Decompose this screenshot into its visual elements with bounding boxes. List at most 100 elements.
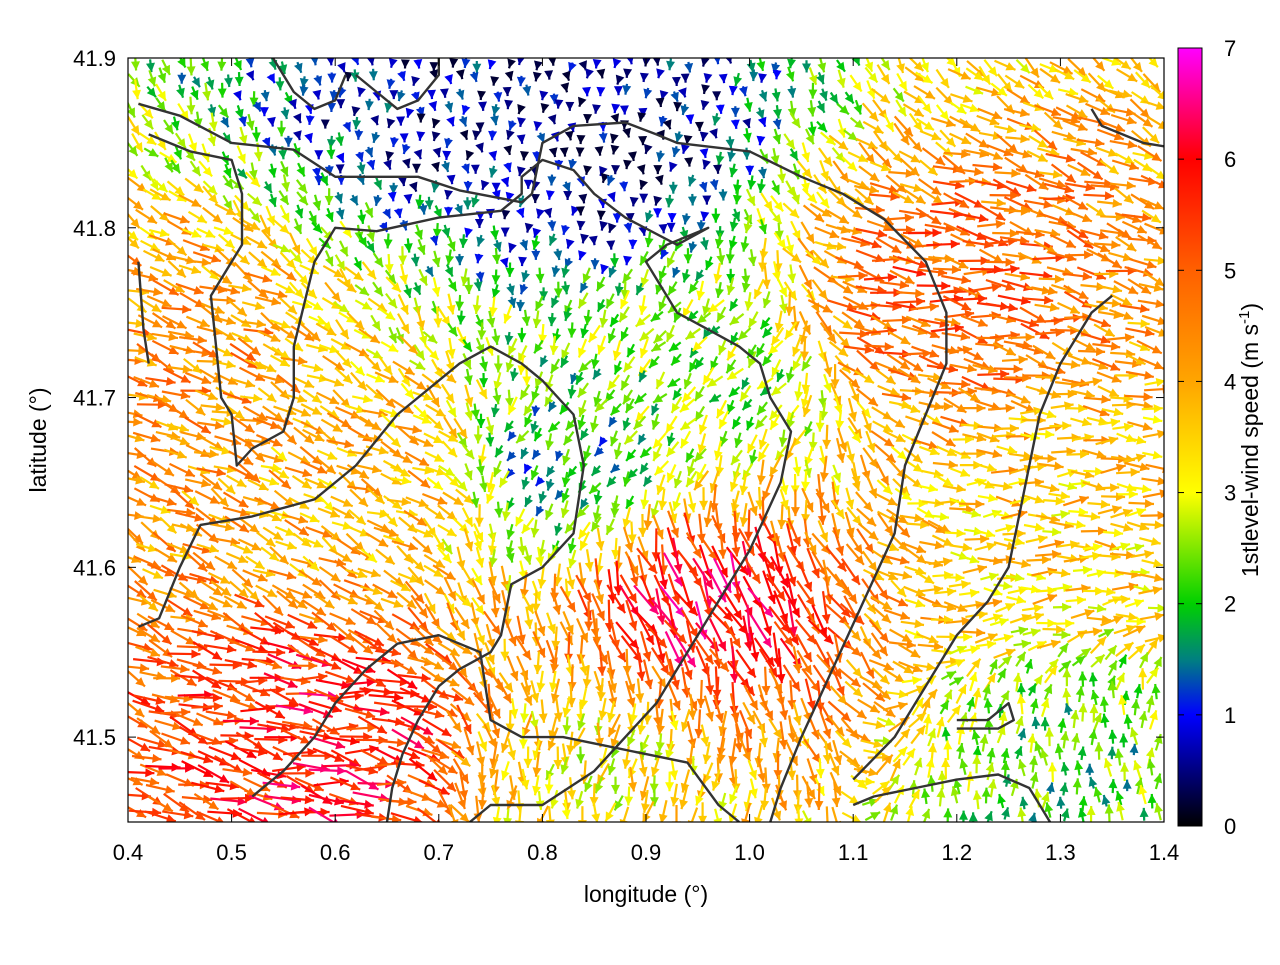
wind-arrow xyxy=(547,466,556,476)
wind-arrow xyxy=(168,221,192,235)
wind-arrow xyxy=(562,800,571,819)
wind-arrow xyxy=(531,520,540,538)
wind-arrow xyxy=(302,364,323,373)
wind-arrow xyxy=(1119,734,1128,748)
wind-arrow xyxy=(1062,668,1071,686)
wind-arrow xyxy=(432,131,441,141)
wind-arrow xyxy=(388,192,397,202)
wind-arrow xyxy=(645,211,654,223)
wind-arrow xyxy=(1035,303,1060,312)
wind-arrow xyxy=(931,118,955,127)
wind-arrow xyxy=(131,54,140,71)
wind-arrow xyxy=(623,269,632,283)
wind-arrow xyxy=(564,432,574,445)
wind-arrow xyxy=(246,557,265,569)
y-tick-label: 41.7 xyxy=(73,386,116,411)
wind-arrow xyxy=(1067,211,1092,222)
wind-arrow xyxy=(424,566,443,577)
wind-arrow xyxy=(919,97,931,113)
wind-arrow xyxy=(649,356,659,368)
wind-arrow xyxy=(1117,69,1138,81)
wind-arrow xyxy=(219,105,228,118)
wind-arrow xyxy=(704,73,713,83)
wind-arrow xyxy=(493,388,502,404)
wind-arrow xyxy=(562,71,571,81)
wind-arrow xyxy=(969,672,978,691)
wind-arrow xyxy=(154,590,177,599)
wind-arrow xyxy=(620,807,629,829)
wind-arrow xyxy=(654,331,666,343)
wind-arrow xyxy=(681,419,696,430)
wind-arrow xyxy=(1091,690,1100,705)
wind-arrow xyxy=(426,405,446,417)
wind-arrow xyxy=(848,152,868,162)
wind-arrow xyxy=(610,133,619,143)
wind-arrow xyxy=(729,387,740,397)
wind-arrow xyxy=(596,69,605,79)
wind-arrow xyxy=(837,70,846,88)
wind-arrow xyxy=(919,541,944,550)
wind-arrow xyxy=(275,77,284,90)
wind-arrow xyxy=(147,87,156,98)
wind-arrow xyxy=(121,663,149,672)
wind-arrow xyxy=(517,104,526,114)
wind-arrow xyxy=(539,91,548,101)
wind-arrow xyxy=(695,407,704,421)
wind-arrow xyxy=(203,208,222,223)
wind-arrow xyxy=(656,68,665,78)
wind-arrow xyxy=(1144,272,1165,286)
wind-arrow xyxy=(675,132,684,143)
wind-arrow xyxy=(804,739,820,763)
wind-arrow xyxy=(623,160,632,169)
wind-arrow xyxy=(357,162,366,174)
wind-arrow xyxy=(1078,703,1087,721)
wind-arrow xyxy=(685,114,694,124)
wind-arrow xyxy=(425,266,433,276)
wind-arrow xyxy=(1152,684,1161,699)
wind-arrow xyxy=(478,759,487,785)
wind-arrow xyxy=(870,620,889,642)
wind-arrow xyxy=(689,242,698,253)
wind-arrow xyxy=(366,56,375,66)
wind-arrow xyxy=(625,55,634,65)
y-tick-label: 41.6 xyxy=(73,555,116,580)
wind-arrow xyxy=(144,148,158,156)
wind-arrow xyxy=(963,565,987,574)
wind-arrow xyxy=(223,176,233,189)
wind-arrow xyxy=(802,488,813,512)
wind-arrow xyxy=(400,688,431,702)
wind-arrow xyxy=(727,150,736,162)
wind-arrow xyxy=(793,457,802,476)
wind-arrow xyxy=(972,730,981,745)
wind-arrow xyxy=(306,344,327,353)
wind-arrow xyxy=(876,494,898,505)
wind-arrow xyxy=(637,164,646,174)
wind-arrow xyxy=(1139,711,1148,728)
wind-arrow xyxy=(656,98,665,107)
wind-arrow xyxy=(1014,640,1031,649)
y-tick-label: 41.5 xyxy=(73,725,116,750)
wind-arrow xyxy=(223,508,250,517)
wind-arrow xyxy=(1139,586,1163,595)
wind-arrow xyxy=(425,452,444,461)
wind-arrow xyxy=(470,72,479,82)
wind-arrow xyxy=(317,451,337,460)
wind-arrow xyxy=(883,702,908,711)
wind-arrow xyxy=(517,134,526,144)
wind-arrow xyxy=(370,115,379,125)
wind-arrow xyxy=(198,765,229,783)
wind-arrow xyxy=(546,190,555,200)
wind-arrow xyxy=(609,266,617,277)
wind-arrow xyxy=(842,813,861,823)
wind-arrow xyxy=(713,263,722,283)
wind-arrow xyxy=(619,181,628,191)
wind-arrow xyxy=(861,455,870,480)
wind-arrow xyxy=(959,589,979,598)
wind-arrow xyxy=(1059,661,1071,672)
wind-arrow xyxy=(381,599,403,608)
wind-arrow xyxy=(1146,696,1155,713)
wind-arrow xyxy=(455,254,464,265)
wind-arrow xyxy=(644,504,653,530)
wind-arrow xyxy=(681,74,690,83)
wind-arrow xyxy=(763,291,772,308)
